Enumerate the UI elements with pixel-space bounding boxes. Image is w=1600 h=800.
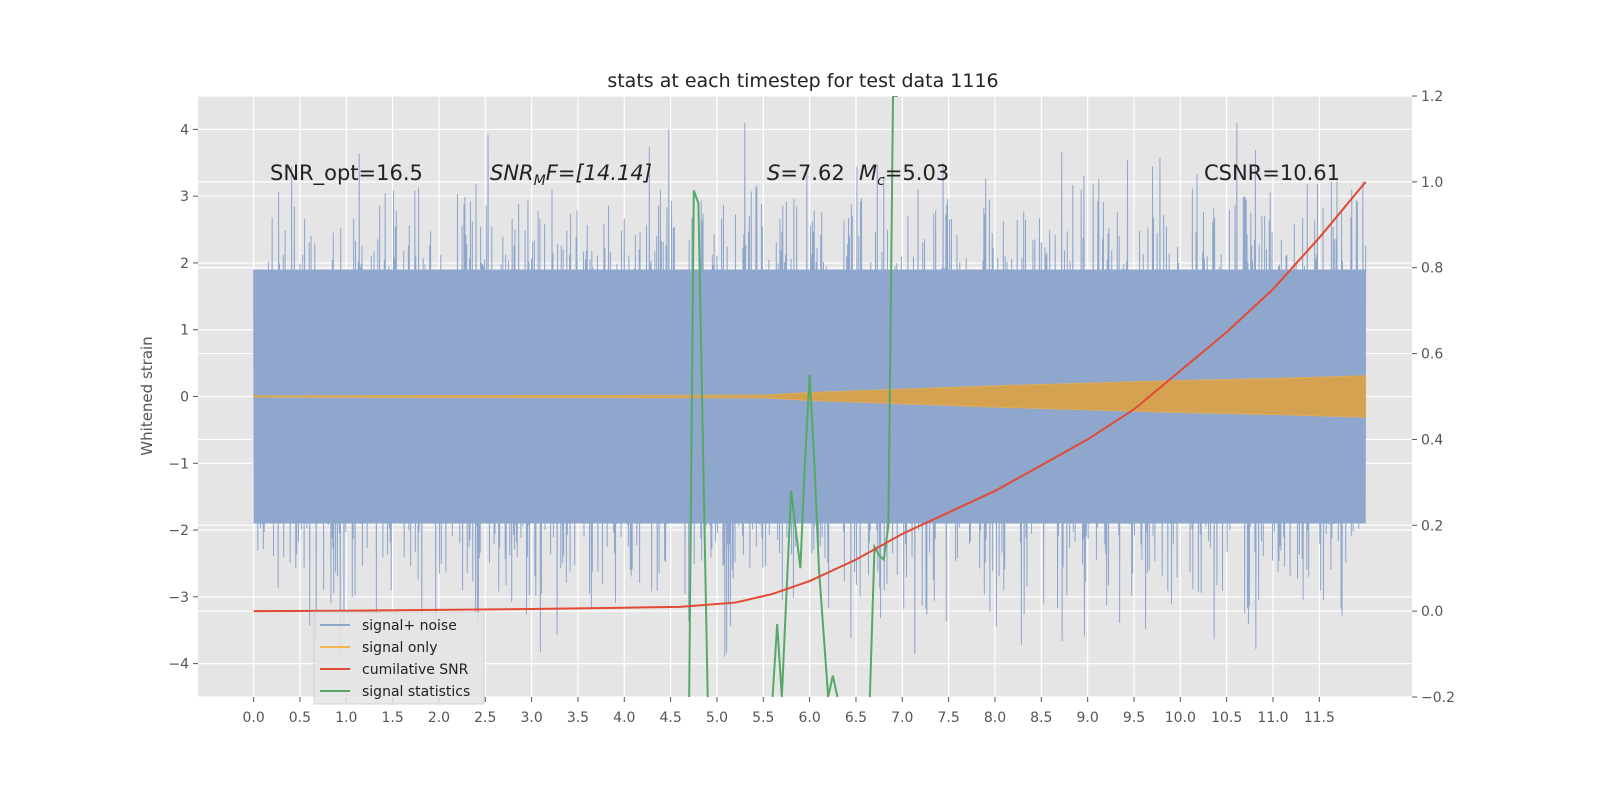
x-tick-label: 4.0 — [613, 710, 635, 726]
x-tick-label: 1.5 — [381, 710, 403, 726]
x-axis: 0.0 0.5 1.0 1.5 2.0 2.5 3.0 3.5 4.0 4.5 5.0 5.5 6.0 6… — [242, 697, 1335, 726]
y-right-tick-label: 1.2 — [1421, 89, 1443, 105]
y-axis-right: 1.2 1.0 0.8 0.6 0.4 0.2 0.0 −0.2 — [1412, 89, 1455, 706]
y-tick-label: 3 — [180, 189, 189, 205]
x-tick-label: 5.0 — [706, 710, 728, 726]
legend-label: signal statistics — [362, 684, 470, 700]
y-tick-label: −1 — [168, 456, 189, 472]
annotation-mc-sub: c — [877, 173, 885, 189]
legend-label: cumilative SNR — [362, 662, 469, 678]
x-tick-label: 9.0 — [1077, 710, 1099, 726]
series-cumulative-snr — [253, 181, 1367, 613]
x-tick-label: 11.5 — [1304, 710, 1335, 726]
x-tick-label: 11.0 — [1257, 710, 1288, 726]
y-right-tick-label: 0.0 — [1421, 604, 1443, 620]
x-tick-label: 7.5 — [938, 710, 960, 726]
chart-title: stats at each timestep for test data 111… — [607, 70, 998, 92]
legend-label: signal only — [362, 640, 437, 656]
annotation-snr-mf-rest: F=[14.14] — [546, 161, 652, 185]
y-tick-label: −2 — [168, 523, 189, 539]
x-tick-label: 2.5 — [474, 710, 496, 726]
y-axis-left: 4 3 2 1 0 −1 −2 −3 −4 — [168, 122, 198, 673]
y-tick-label: 2 — [180, 256, 189, 272]
annotation-snr-mf: SNRMF=[14.14] — [490, 161, 652, 189]
x-tick-label: 2.0 — [428, 710, 450, 726]
y-right-tick-label: 0.8 — [1421, 261, 1443, 277]
x-tick-label: 8.0 — [984, 710, 1006, 726]
annotation-mc-main: M — [859, 161, 877, 185]
annotation-snr-mf-main: SNR — [490, 161, 534, 185]
x-tick-label: 1.0 — [335, 710, 357, 726]
legend-label: signal+ noise — [362, 618, 457, 634]
series-signal-statistics — [688, 96, 898, 697]
series-layer — [253, 96, 1367, 697]
y-tick-label: 1 — [180, 323, 189, 339]
y-axis-label: Whitened strain — [138, 336, 156, 455]
x-tick-label: 6.5 — [845, 710, 867, 726]
x-tick-label: 0.5 — [289, 710, 311, 726]
y-right-tick-label: 0.4 — [1421, 432, 1443, 448]
x-tick-label: 8.5 — [1030, 710, 1052, 726]
annotation-s: S=7.62 — [767, 161, 845, 185]
annotation-mc: Mc=5.03 — [859, 161, 949, 189]
stat-annotations: SNR_opt=16.5 SNRMF=[14.14] S=7.62 Mc=5.0… — [270, 161, 1340, 189]
x-tick-label: 7.0 — [891, 710, 913, 726]
x-tick-label: 0.0 — [242, 710, 264, 726]
y-right-tick-label: 1.0 — [1421, 175, 1443, 191]
x-tick-label: 10.0 — [1165, 710, 1196, 726]
y-right-tick-label: 0.2 — [1421, 518, 1443, 534]
x-tick-label: 9.5 — [1123, 710, 1145, 726]
x-tick-label: 5.5 — [752, 710, 774, 726]
y-tick-label: 0 — [180, 390, 189, 406]
series-signal-noise — [253, 122, 1367, 657]
y-tick-label: 4 — [180, 122, 189, 138]
legend-box — [313, 611, 485, 705]
y-right-tick-label: −0.2 — [1421, 690, 1455, 706]
x-tick-label: 10.5 — [1211, 710, 1242, 726]
legend: signal+ noise signal only cumilative SNR si… — [313, 611, 485, 705]
x-tick-label: 3.0 — [520, 710, 542, 726]
annotation-snr-opt: SNR_opt=16.5 — [270, 161, 423, 186]
x-tick-label: 3.5 — [567, 710, 589, 726]
x-tick-label: 6.0 — [799, 710, 821, 726]
annotation-snr-mf-sub: M — [534, 173, 546, 189]
y-tick-label: −3 — [168, 590, 189, 606]
annotation-csnr: CSNR=10.61 — [1204, 161, 1340, 185]
y-right-tick-label: 0.6 — [1421, 347, 1443, 363]
annotation-mc-rest: =5.03 — [885, 161, 949, 185]
annotation-s-main: S — [767, 161, 780, 185]
series-signal-only — [253, 375, 1367, 418]
x-tick-label: 4.5 — [659, 710, 681, 726]
annotation-s-rest: =7.62 — [780, 161, 844, 185]
y-tick-label: −4 — [168, 657, 189, 673]
